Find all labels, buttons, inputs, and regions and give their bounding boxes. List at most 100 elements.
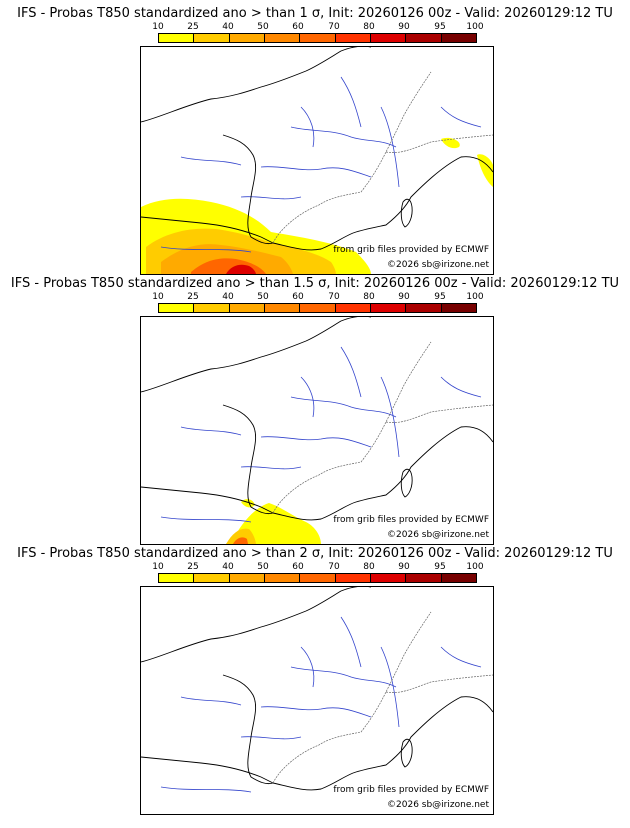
corsica-outline — [400, 198, 413, 228]
river-line — [340, 346, 362, 398]
river-line — [300, 646, 315, 688]
map-panel-3: IFS - Probas T850 standardized ano > tha… — [0, 546, 630, 816]
coastline — [272, 696, 493, 791]
color-scale-swatch — [441, 304, 476, 312]
color-scale-swatch — [300, 574, 336, 582]
scale-tick: 80 — [363, 292, 375, 302]
river-line — [300, 106, 315, 148]
national-border — [272, 341, 493, 514]
color-scale-swatch — [229, 304, 265, 312]
scale-tick: 10 — [152, 22, 164, 32]
river-line — [300, 376, 315, 418]
river-line — [340, 616, 362, 668]
map-svg — [141, 47, 493, 274]
river-line — [260, 706, 372, 718]
river-line — [290, 666, 397, 688]
corsica-outline — [400, 738, 413, 768]
river-line — [260, 436, 372, 448]
river-line — [440, 106, 482, 128]
scale-tick: 70 — [328, 292, 340, 302]
scale-tick: 90 — [398, 292, 410, 302]
color-scale-swatch — [229, 574, 265, 582]
source-credit: from grib files provided by ECMWF — [333, 245, 489, 255]
scale-tick: 40 — [222, 22, 234, 32]
scale-tick-labels: 10 25 40 50 60 70 80 90 95 100 — [140, 22, 500, 33]
probability-area — [477, 154, 493, 187]
scale-tick: 60 — [292, 562, 304, 572]
scale-tick: 90 — [398, 22, 410, 32]
probability-area — [231, 503, 321, 544]
national-border — [272, 611, 493, 784]
river-line — [440, 376, 482, 398]
river-line — [180, 696, 242, 706]
national-border — [272, 71, 493, 244]
scale-tick: 10 — [152, 292, 164, 302]
probability-area — [441, 137, 460, 149]
color-scale-swatch — [300, 34, 336, 42]
color-scale-swatch — [335, 574, 371, 582]
river-line — [160, 786, 252, 793]
copyright-credit: ©2026 sb@irizone.net — [387, 260, 489, 270]
color-scale-swatch — [335, 304, 371, 312]
river-line — [240, 736, 302, 740]
panel-title: IFS - Probas T850 standardized ano > tha… — [17, 546, 613, 561]
color-scale-swatch — [229, 34, 265, 42]
coastline — [141, 587, 371, 785]
corsica-outline — [400, 468, 413, 498]
scale-tick: 80 — [363, 22, 375, 32]
copyright-credit: ©2026 sb@irizone.net — [387, 800, 489, 810]
coastline — [141, 486, 274, 514]
scale-tick: 50 — [257, 292, 269, 302]
map-panel-2: IFS - Probas T850 standardized ano > tha… — [0, 276, 630, 546]
scale-tick: 100 — [466, 562, 484, 572]
coastline — [141, 216, 274, 244]
panel-title: IFS - Probas T850 standardized ano > tha… — [17, 6, 613, 21]
scale-tick: 100 — [466, 22, 484, 32]
coastline — [141, 756, 274, 784]
scale-tick-labels: 10 25 40 50 60 70 80 90 95 100 — [140, 562, 500, 573]
color-scale-swatch — [370, 34, 407, 42]
probability-map[interactable]: from grib files provided by ECMWF ©2026 … — [140, 586, 494, 815]
color-scale-swatch — [441, 34, 476, 42]
copyright-credit: ©2026 sb@irizone.net — [387, 530, 489, 540]
river-line — [260, 166, 372, 178]
river-line — [440, 646, 482, 668]
scale-tick: 95 — [434, 22, 446, 32]
coastline — [272, 156, 493, 251]
probability-area — [233, 537, 248, 544]
color-scale-swatch — [370, 574, 407, 582]
scale-tick: 60 — [292, 22, 304, 32]
scale-tick: 25 — [187, 22, 199, 32]
color-scale-swatch — [300, 304, 336, 312]
river-line — [160, 246, 252, 253]
scale-tick: 25 — [187, 562, 199, 572]
river-line — [290, 396, 397, 418]
scale-tick: 80 — [363, 562, 375, 572]
scale-tick: 40 — [222, 292, 234, 302]
source-credit: from grib files provided by ECMWF — [333, 515, 489, 525]
probability-map[interactable]: from grib files provided by ECMWF ©2026 … — [140, 46, 494, 275]
scale-tick: 50 — [257, 22, 269, 32]
scale-tick: 40 — [222, 562, 234, 572]
river-line — [180, 426, 242, 436]
color-scale-swatch — [406, 574, 442, 582]
coastline — [141, 47, 371, 245]
scale-tick: 90 — [398, 562, 410, 572]
color-scale-swatch — [406, 34, 442, 42]
color-scale-swatch — [194, 34, 230, 42]
color-scale-bar — [158, 303, 477, 313]
probability-area — [226, 528, 256, 544]
color-scale-bar — [158, 33, 477, 43]
scale-tick: 60 — [292, 292, 304, 302]
scale-tick: 95 — [434, 562, 446, 572]
color-scale-swatch — [159, 574, 195, 582]
probability-area — [241, 499, 255, 508]
scale-tick-labels: 10 25 40 50 60 70 80 90 95 100 — [140, 292, 500, 303]
color-scale-swatch — [441, 574, 476, 582]
river-line — [240, 466, 302, 470]
river-line — [160, 516, 252, 523]
scale-tick: 25 — [187, 292, 199, 302]
river-line — [290, 126, 397, 148]
probability-map[interactable]: from grib files provided by ECMWF ©2026 … — [140, 316, 494, 545]
scale-tick: 10 — [152, 562, 164, 572]
